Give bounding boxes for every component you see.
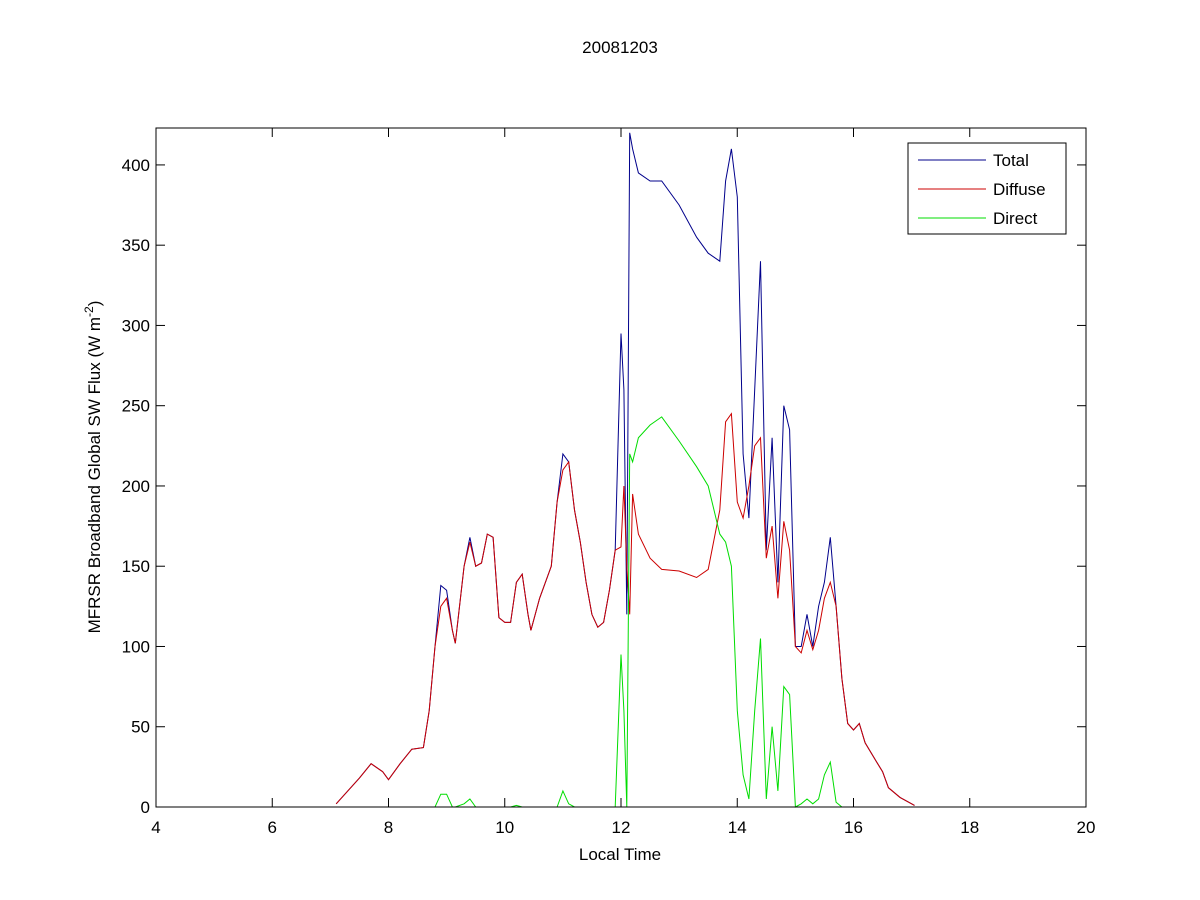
x-tick-label: 16	[844, 818, 863, 837]
x-tick-label: 18	[960, 818, 979, 837]
y-axis-label: MFRSR Broadband Global SW Flux (W m-2)	[82, 301, 104, 634]
plot-area	[335, 132, 915, 808]
legend-label: Direct	[993, 209, 1038, 228]
y-tick-label: 150	[122, 557, 150, 576]
y-axis-label-text: MFRSR Broadband Global SW Flux (W m	[85, 317, 104, 633]
legend-label: Diffuse	[993, 180, 1046, 199]
y-axis-label-suffix: )	[85, 301, 104, 307]
y-tick-label: 350	[122, 236, 150, 255]
y-tick-label: 200	[122, 477, 150, 496]
y-tick-label: 250	[122, 397, 150, 416]
y-tick-label: 0	[141, 798, 150, 817]
y-tick-label: 400	[122, 156, 150, 175]
series-line	[335, 132, 915, 806]
y-axis-label-superscript: -2	[82, 306, 96, 317]
x-tick-label: 6	[268, 818, 277, 837]
chart-title: 20081203	[582, 38, 658, 57]
y-tick-label: 100	[122, 637, 150, 656]
x-tick-label: 14	[728, 818, 747, 837]
series-line	[335, 412, 915, 806]
x-tick-label: 12	[612, 818, 631, 837]
x-tick-label: 10	[495, 818, 514, 837]
x-axis-label: Local Time	[579, 845, 661, 864]
legend-label: Total	[993, 151, 1029, 170]
x-tick-label: 20	[1077, 818, 1096, 837]
x-tick-label: 8	[384, 818, 393, 837]
x-tick-label: 4	[151, 818, 160, 837]
y-tick-label: 300	[122, 316, 150, 335]
y-tick-label: 50	[131, 718, 150, 737]
